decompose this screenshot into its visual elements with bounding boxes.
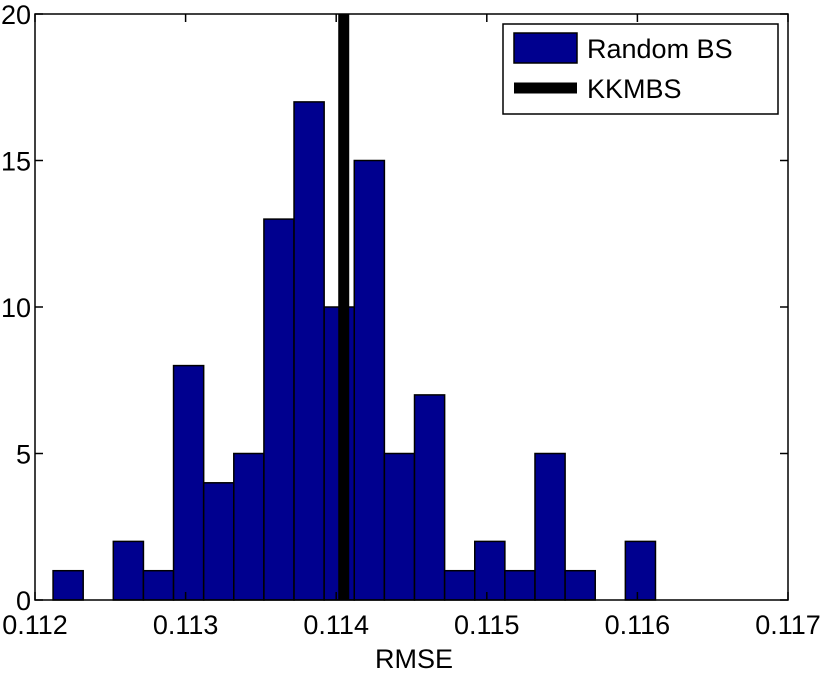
histogram-bar [413, 394, 446, 601]
legend-swatch-random-bs [513, 32, 578, 64]
histogram-bar [383, 452, 416, 601]
histogram-bar [202, 482, 235, 601]
histogram-bar [233, 452, 265, 601]
histogram-bar [112, 540, 145, 601]
histogram-bar [474, 540, 506, 601]
x-tick-label: 0.117 [755, 610, 821, 640]
y-tick-label: 5 [16, 440, 31, 470]
histogram-bar [564, 569, 596, 601]
histogram-bar [263, 218, 295, 601]
y-tick-label: 15 [1, 147, 31, 177]
histogram-bar [172, 364, 205, 601]
histogram-bar [52, 569, 84, 601]
x-tick-label: 0.113 [153, 610, 219, 640]
histogram-bar [353, 159, 386, 601]
x-tick-label: 0.114 [303, 610, 369, 640]
histogram-bar [142, 569, 175, 601]
histogram-bar [293, 101, 325, 601]
y-tick-label: 20 [1, 0, 31, 30]
histogram-bar [624, 540, 657, 601]
y-tick-label: 10 [1, 293, 31, 323]
legend: Random BS KKMBS [502, 23, 779, 115]
x-tick-label: 0.115 [454, 610, 520, 640]
x-tick-label: 0.116 [605, 610, 671, 640]
x-axis-label: RMSE [375, 644, 453, 674]
x-tick-label: 0.112 [2, 610, 68, 640]
histogram-bar [443, 569, 476, 601]
histogram-bar [504, 569, 536, 601]
legend-label-kkmbs: KKMBS [587, 74, 682, 104]
histogram-bar [534, 452, 566, 601]
histogram-bars [52, 101, 657, 601]
y-tick-label: 0 [16, 586, 31, 616]
ticks: 0.112 0.113 0.114 0.115 0.116 0.117 0 5 10 15 20 [1, 0, 821, 640]
legend-label-random-bs: Random BS [587, 34, 733, 64]
